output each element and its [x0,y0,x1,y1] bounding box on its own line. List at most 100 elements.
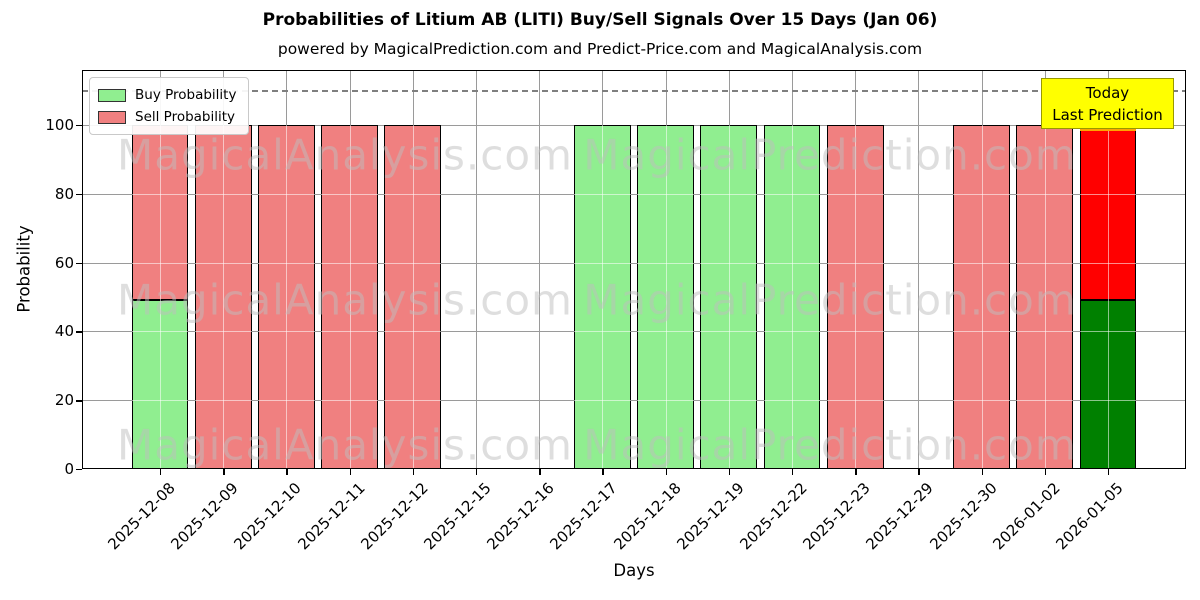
y-tick-mark [76,262,82,264]
x-tick-mark [1107,469,1110,475]
gridline-overlay-horizontal [384,331,442,333]
x-tick-mark [160,469,162,475]
legend-item-sell: Sell Probability [98,106,236,128]
gridline-overlay-horizontal [384,400,442,402]
x-tick-mark [476,469,478,475]
gridline-overlay-vertical [286,125,288,469]
gridline-overlay-vertical [602,125,604,469]
gridline-overlay-horizontal [384,262,442,264]
gridline-overlay-horizontal [953,262,1010,264]
gridline-overlay-vertical [412,125,414,469]
x-axis-label: Days [613,561,655,580]
gridline-overlay-horizontal [384,193,442,195]
gridline-overlay-horizontal [131,262,189,264]
chart-title: Probabilities of Litium AB (LITI) Buy/Se… [262,10,938,30]
bar-2025-12-10 [257,125,315,469]
x-tick-mark [981,469,983,475]
sell-probability-swatch [98,110,126,124]
gridline-overlay-vertical [1107,125,1109,469]
y-tick-mark [76,125,82,127]
bar-2025-12-17 [573,125,631,469]
x-tick-mark [412,469,415,475]
y-tick-label: 60 [54,253,74,272]
buy-probability-swatch [98,88,126,102]
gridline-overlay-horizontal [826,262,884,264]
bar-2025-12-09 [194,125,252,469]
gridline-overlay-vertical [665,125,667,469]
bar-2025-12-22 [763,125,821,469]
gridline-overlay-horizontal [573,331,631,333]
gridline-overlay-horizontal [257,331,315,333]
gridline-overlay-horizontal [637,331,695,333]
gridline-overlay-horizontal [1079,400,1137,402]
gridline-horizontal [82,193,1186,195]
y-tick-label: 40 [54,322,74,341]
gridline-overlay-horizontal [763,262,821,264]
bar-2025-12-30 [953,125,1010,469]
gridline-overlay-vertical [223,125,225,469]
gridline-vertical [539,70,541,469]
gridline-overlay-horizontal [763,400,821,402]
bar-2026-01-05 [1079,125,1137,469]
gridline-overlay-horizontal [953,331,1010,333]
bar-2025-12-11 [321,125,379,469]
gridline-overlay-horizontal [700,262,758,264]
gridline-vertical [918,70,920,469]
x-tick-mark [602,469,604,475]
gridline-overlay-vertical [728,125,730,469]
gridline-overlay-vertical [791,125,793,469]
bar-2025-12-12 [384,125,442,469]
watermark-text: MagicalAnalysis.com [117,275,573,325]
legend-item-buy: Buy Probability [98,84,236,106]
gridline-overlay-horizontal [321,262,379,264]
y-tick-mark [76,469,82,471]
legend-label-sell: Sell Probability [135,109,236,125]
watermark-text: MagicalPrediction.com [583,130,1077,180]
legend-label-buy: Buy Probability [135,87,237,103]
gridline-overlay-horizontal [1016,331,1074,333]
gridline-overlay-horizontal [573,400,631,402]
gridline-overlay-vertical [981,125,983,469]
gridline-overlay-horizontal [763,331,821,333]
y-tick-label: 100 [45,116,74,135]
gridline-overlay-horizontal [194,262,252,264]
watermark-text: MagicalAnalysis.com [117,420,573,470]
gridline-overlay-horizontal [257,193,315,195]
gridline-overlay-horizontal [1079,262,1137,264]
y-tick-mark [76,193,82,196]
x-tick-mark [349,469,352,475]
gridline-horizontal [82,125,1186,127]
gridline-horizontal [82,331,1186,333]
gridline-overlay-horizontal [1079,331,1137,333]
gridline-overlay-horizontal [826,331,884,333]
chart-subtitle: powered by MagicalPrediction.com and Pre… [277,40,923,58]
x-tick-mark [539,469,541,475]
watermark-text: MagicalPrediction.com [583,420,1077,470]
gridline-overlay-horizontal [953,400,1010,402]
x-tick-mark [665,469,667,475]
gridline-overlay-horizontal [1079,193,1137,195]
gridline-overlay-horizontal [826,400,884,402]
y-tick-label: 20 [54,391,74,410]
gridline-overlay-vertical [349,125,351,469]
gridline-horizontal [82,262,1186,264]
gridline-overlay-horizontal [131,193,189,195]
x-tick-mark [1044,469,1047,475]
today-annotation-line1: Today [1085,83,1130,102]
dashed-threshold-line [82,89,1186,92]
gridline-overlay-horizontal [637,262,695,264]
gridline-overlay-horizontal [257,262,315,264]
gridline-overlay-horizontal [700,331,758,333]
x-tick-mark [223,469,225,475]
x-tick-mark [855,469,857,475]
gridline-overlay-horizontal [1016,400,1074,402]
plot-area: MagicalAnalysis.com MagicalPrediction.com… [82,70,1186,470]
watermark-text: MagicalAnalysis.com [117,130,573,180]
gridline-overlay-horizontal [194,331,252,333]
gridline-overlay-horizontal [953,193,1010,195]
gridline-horizontal [82,400,1186,402]
gridline-overlay-horizontal [700,193,758,195]
y-tick-label: 0 [64,460,74,478]
x-tick-mark [728,469,731,475]
x-tick-mark [918,469,920,475]
